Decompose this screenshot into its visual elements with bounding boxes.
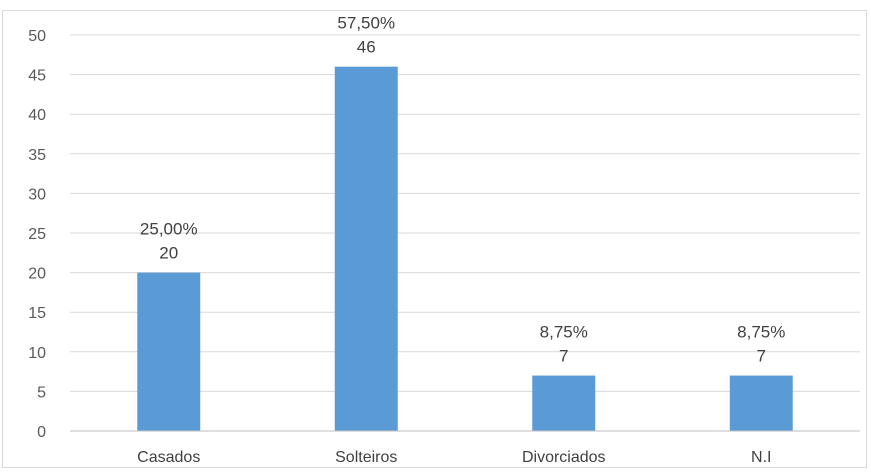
bar-solteiros [334,66,398,432]
y-axis-ticks: 0 5 10 15 20 25 30 35 40 45 50 [28,28,46,441]
percent-label: 8,75% [540,323,588,342]
y-tick-label: 35 [28,147,46,164]
value-label: 7 [559,347,568,366]
y-tick-label: 45 [28,68,46,85]
y-tick-label: 15 [28,305,46,322]
category-label: Divorciados [522,449,606,466]
data-labels: 25,00% 20 57,50% 46 8,75% 7 8,75% 7 [140,14,785,366]
category-label: N.I [751,449,771,466]
value-label: 46 [357,38,376,57]
percent-label: 8,75% [737,323,785,342]
category-label: Casados [137,449,200,466]
percent-label: 25,00% [140,220,198,239]
y-tick-label: 20 [28,266,46,283]
bar-divorciados [532,375,596,431]
y-tick-label: 25 [28,226,46,243]
percent-label: 57,50% [337,14,395,33]
y-tick-label: 30 [28,186,46,203]
category-label: Solteiros [335,449,397,466]
gridlines [70,34,860,392]
value-label: 20 [159,244,178,263]
y-tick-label: 5 [37,384,46,401]
value-label: 7 [757,347,766,366]
y-tick-label: 0 [37,424,46,441]
bar-casados [137,272,201,431]
bar-n-i [729,375,793,431]
bars [137,66,793,432]
y-tick-label: 10 [28,345,46,362]
y-tick-label: 50 [28,28,46,45]
y-tick-label: 40 [28,107,46,124]
category-labels: Casados Solteiros Divorciados N.I [137,449,771,466]
